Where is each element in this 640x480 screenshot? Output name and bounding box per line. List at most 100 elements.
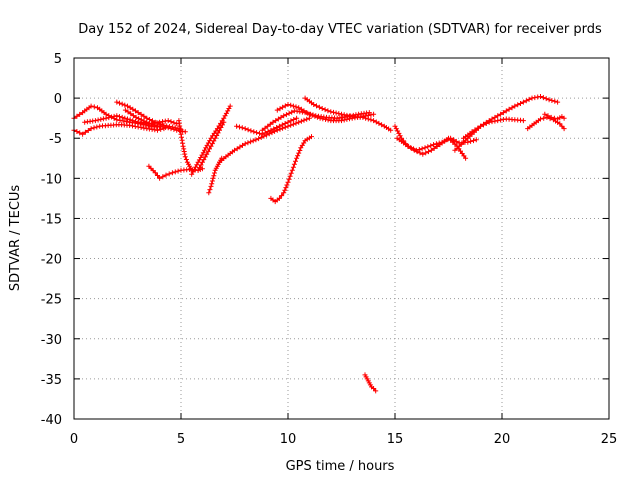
data-point <box>322 107 328 113</box>
data-point <box>210 175 216 181</box>
data-point <box>206 190 212 196</box>
data-point <box>328 109 334 115</box>
data-point <box>495 113 501 119</box>
data-point <box>339 111 344 117</box>
data-point <box>545 113 551 119</box>
y-tick-label: -15 <box>41 212 62 227</box>
x-tick-label: 0 <box>70 432 78 447</box>
data-point <box>371 111 377 117</box>
data-point <box>103 115 109 121</box>
data-point <box>202 154 208 160</box>
data-point <box>165 125 171 131</box>
data-point <box>294 155 300 161</box>
data-point <box>91 104 97 110</box>
data-point <box>311 102 317 107</box>
data-point <box>237 124 242 130</box>
data-point <box>388 127 394 133</box>
data-marks <box>71 94 567 394</box>
x-tick-label: 25 <box>601 432 618 447</box>
data-point <box>298 106 304 112</box>
data-point <box>333 110 339 116</box>
data-point <box>312 113 318 119</box>
data-point <box>320 116 326 122</box>
data-point <box>276 123 282 129</box>
data-point <box>239 125 245 131</box>
data-point <box>541 115 547 121</box>
data-point <box>295 153 301 159</box>
data-point <box>317 115 323 121</box>
data-point <box>214 133 220 138</box>
data-point <box>411 147 417 153</box>
data-point <box>133 108 138 114</box>
data-point <box>293 104 299 110</box>
data-point <box>289 167 295 173</box>
data-point <box>251 129 257 135</box>
data-point <box>240 142 245 148</box>
data-point <box>248 139 254 145</box>
data-point <box>414 149 420 155</box>
data-point <box>498 111 504 117</box>
data-point <box>248 128 254 134</box>
data-point <box>469 129 475 135</box>
data-point <box>122 115 128 121</box>
data-point <box>175 168 181 174</box>
data-point <box>94 124 100 130</box>
data-point <box>77 111 83 117</box>
data-point <box>256 136 262 142</box>
data-point <box>543 96 549 102</box>
data-point <box>284 182 290 188</box>
data-point <box>532 95 538 101</box>
data-point <box>373 119 379 125</box>
data-point <box>325 117 331 123</box>
data-point <box>265 129 271 134</box>
data-point <box>166 171 172 177</box>
data-point <box>141 118 147 124</box>
data-point <box>165 118 171 124</box>
data-point <box>323 116 328 122</box>
data-point <box>274 107 280 113</box>
data-point <box>218 125 224 130</box>
data-point <box>127 105 133 111</box>
data-point <box>293 120 299 126</box>
data-point <box>152 122 158 128</box>
data-point <box>242 141 248 147</box>
data-point <box>279 122 285 128</box>
data-point <box>212 135 218 141</box>
plot-frame <box>73 57 610 420</box>
data-point <box>503 108 509 114</box>
data-point <box>286 110 292 116</box>
data-point <box>371 118 377 124</box>
data-point <box>419 146 425 152</box>
data-point <box>283 112 289 118</box>
data-point <box>478 123 484 129</box>
data-point <box>138 117 144 123</box>
data-point <box>92 118 98 124</box>
data-point <box>518 101 523 106</box>
data-point <box>209 141 215 147</box>
data-point <box>428 143 434 149</box>
data-point <box>379 122 385 128</box>
grid <box>74 58 609 419</box>
data-point <box>182 154 188 160</box>
data-point <box>289 109 295 115</box>
data-point <box>199 166 205 172</box>
data-point <box>182 129 188 135</box>
x-axis-label: GPS time / hours <box>286 459 395 474</box>
data-point <box>136 116 142 122</box>
data-point <box>208 183 214 189</box>
data-point <box>271 126 277 132</box>
x-tick-labels: 0 5 10 15 20 25 <box>70 432 617 447</box>
data-point <box>509 105 515 111</box>
data-point <box>273 118 279 124</box>
series-trace <box>235 117 298 135</box>
data-point <box>205 149 211 155</box>
data-point <box>551 115 557 121</box>
x-tick-label: 10 <box>280 432 297 447</box>
data-point <box>269 130 275 136</box>
data-point <box>160 174 166 180</box>
data-point <box>473 137 479 143</box>
data-point <box>341 117 347 123</box>
data-point <box>262 130 268 136</box>
y-tick-label: -5 <box>49 132 62 147</box>
data-point <box>207 146 212 152</box>
